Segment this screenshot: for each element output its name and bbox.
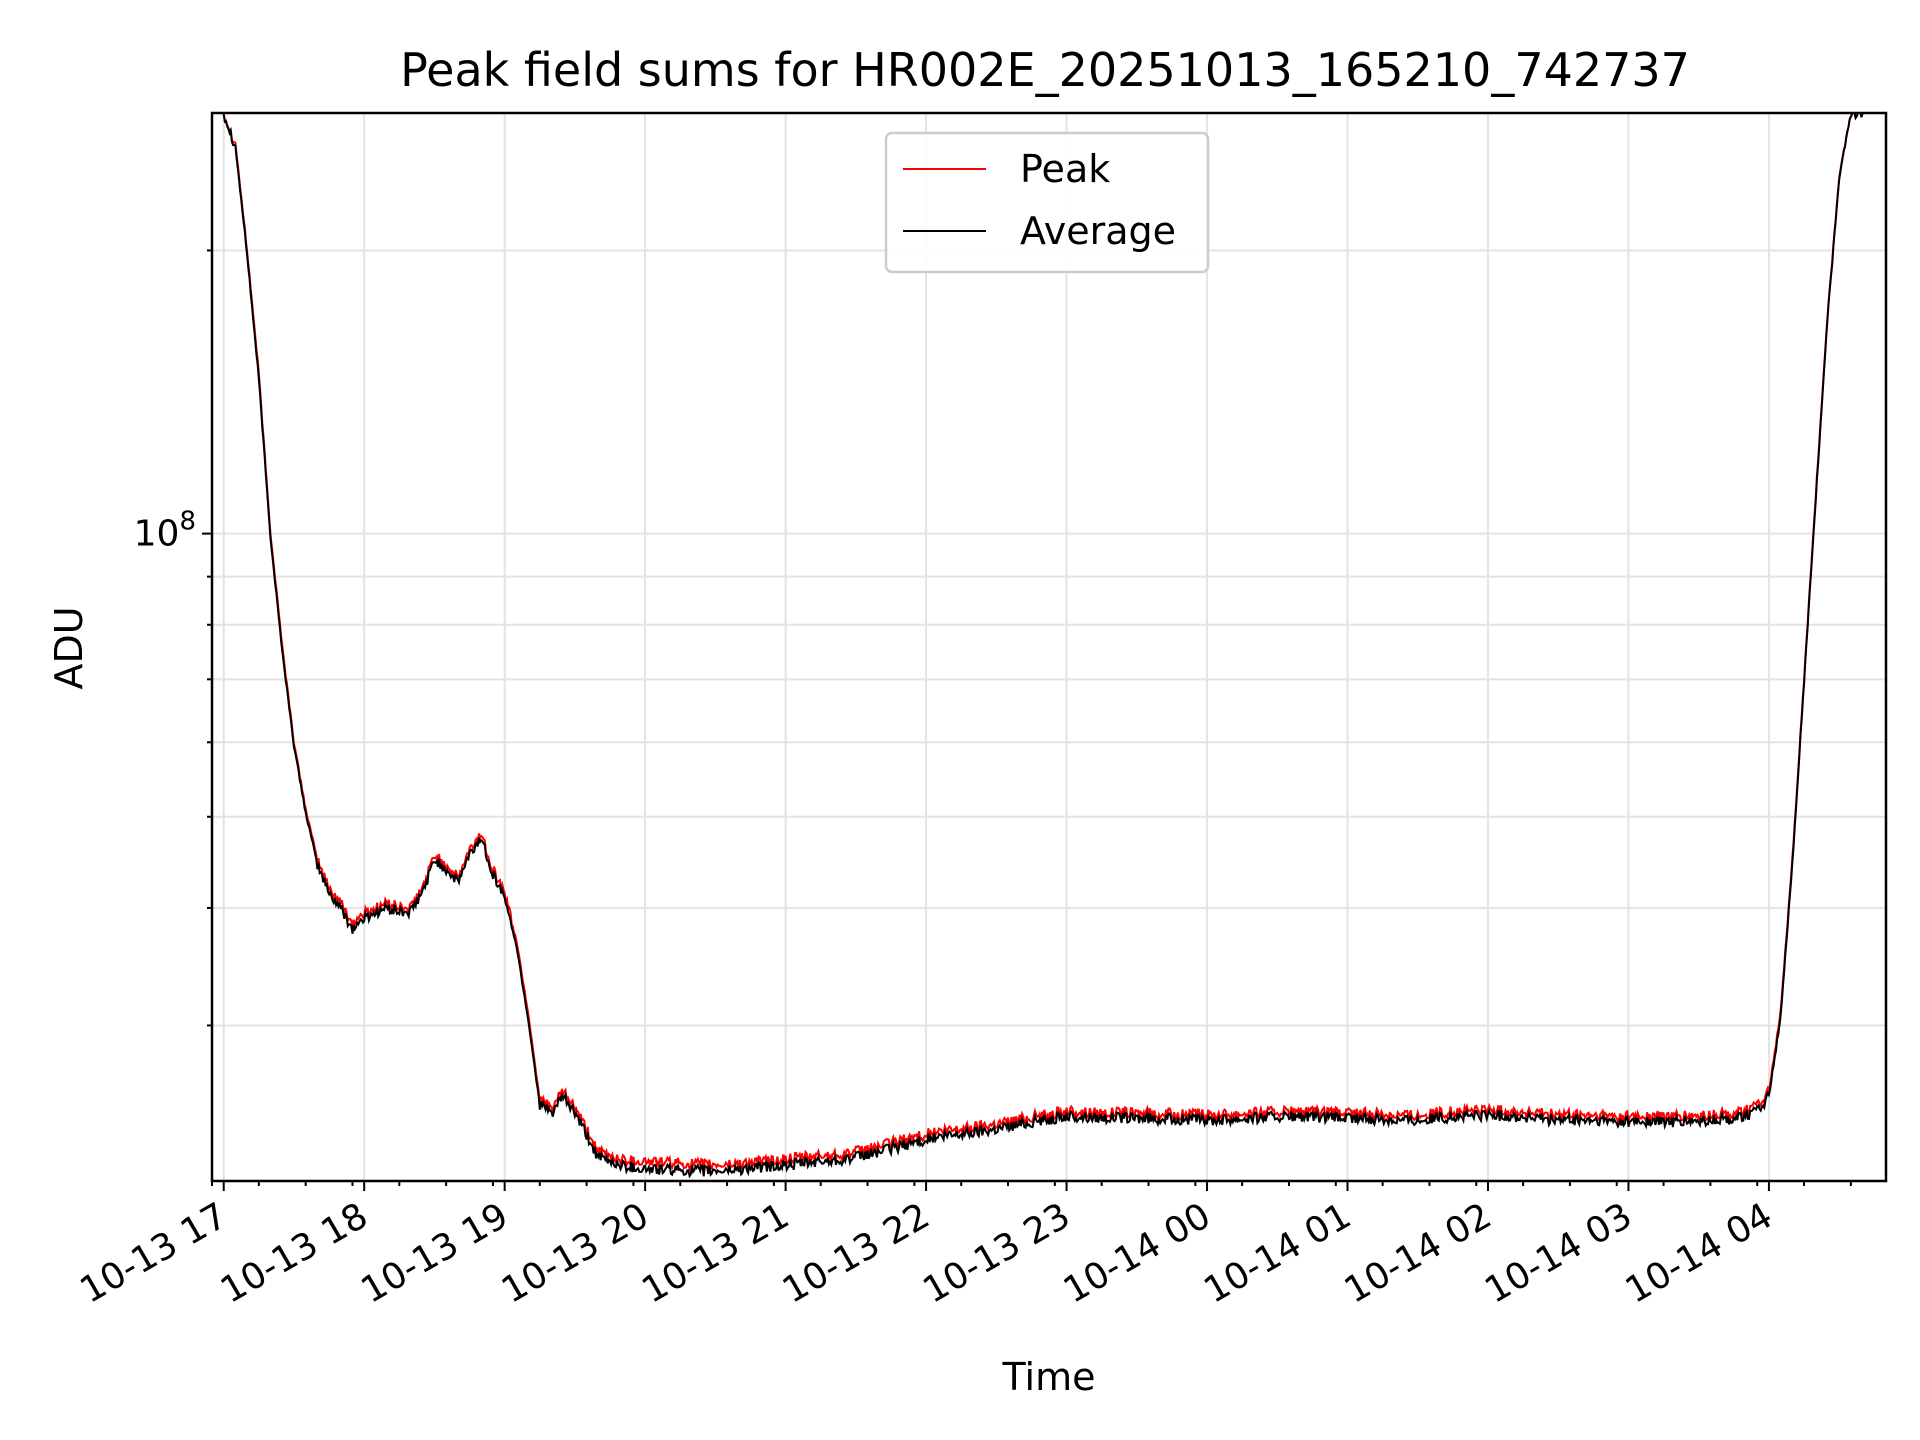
legend-box — [884, 131, 1210, 274]
y-axis-label: ADU — [47, 606, 91, 689]
plot-frame — [210, 111, 1888, 1183]
y-axis: 108 — [134, 249, 212, 1027]
legend-label-average: Average — [1020, 209, 1176, 253]
series-line-average — [222, 113, 1864, 1179]
legend: Peak Average — [884, 131, 1210, 274]
chart-title: Peak field sums for HR002E_20251013_1652… — [400, 43, 1690, 97]
series-lines — [222, 113, 1864, 1179]
legend-label-peak: Peak — [1020, 147, 1110, 191]
x-axis-label: Time — [1002, 1355, 1096, 1399]
y-tick-label: 108 — [134, 507, 196, 555]
grid — [212, 113, 1886, 1181]
plot-area — [212, 113, 1886, 1181]
